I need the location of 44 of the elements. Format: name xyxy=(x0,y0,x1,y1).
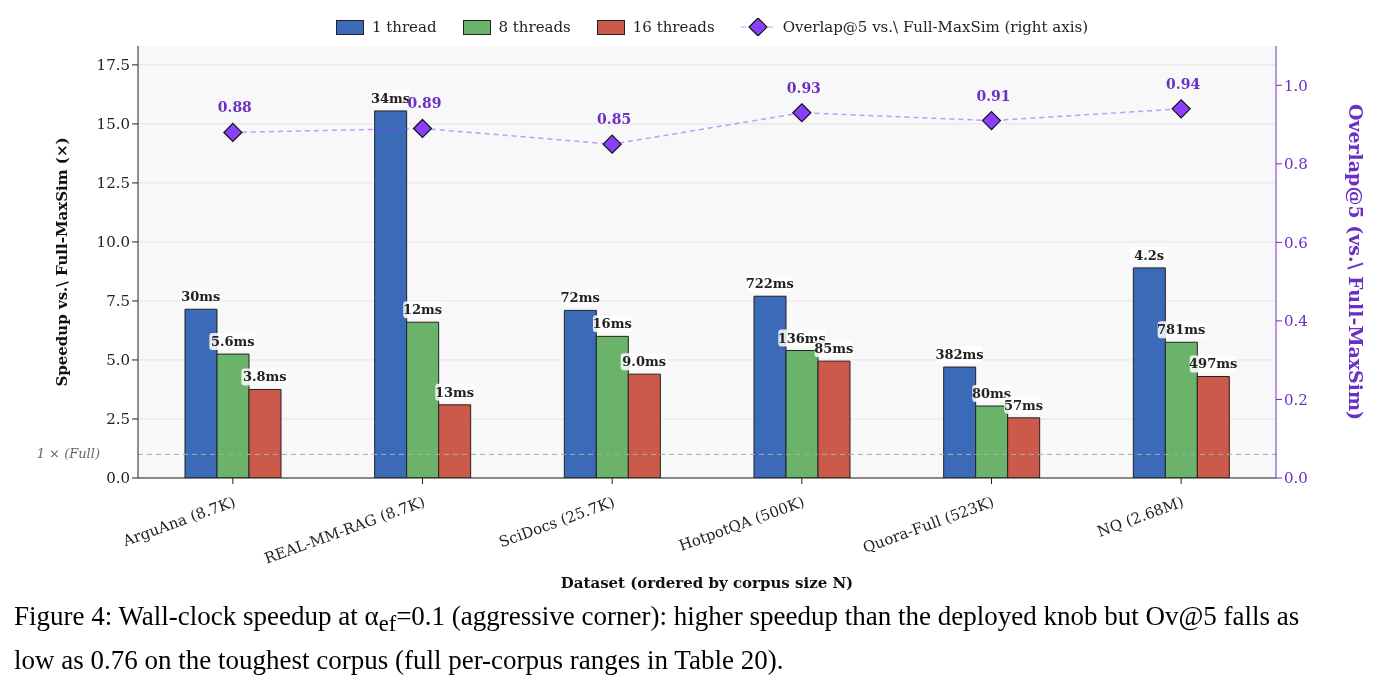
x-axis-title: Dataset (ordered by corpus size N) xyxy=(560,574,854,592)
y-tick-label: 2.5 xyxy=(106,410,130,429)
data-label: 0.91 xyxy=(976,87,1011,104)
y2-tick-label: 1.0 xyxy=(1284,76,1308,95)
y-tick-label: 15.0 xyxy=(96,115,130,134)
legend-label: Overlap@5 vs.\ Full-MaxSim (right axis) xyxy=(782,18,1089,36)
legend-label: 16 threads xyxy=(632,18,715,36)
y-tick-label: 12.5 xyxy=(96,174,130,193)
y-axis-title: Speedup vs.\ Full-MaxSim (×) xyxy=(53,137,72,387)
annotation: 722ms xyxy=(745,276,794,292)
ref-line-label: 1 × (Full) xyxy=(36,446,100,462)
annotation: 85ms xyxy=(814,341,854,357)
annotation: 9.0ms xyxy=(622,354,667,370)
data-label: 0.93 xyxy=(786,79,821,96)
annotation: 30ms xyxy=(181,289,221,305)
annotation: 72ms xyxy=(560,290,600,306)
annotation: 3.8ms xyxy=(242,369,287,385)
y-tick-label: 10.0 xyxy=(96,233,130,252)
annotation: 13ms xyxy=(434,384,475,400)
data-label: 0.85 xyxy=(597,111,632,128)
y-tick-label: 17.5 xyxy=(96,56,130,75)
annotation: 497ms xyxy=(1189,356,1238,372)
annotation: 5.6ms xyxy=(210,334,255,350)
y2-tick-label: 0.0 xyxy=(1284,469,1308,488)
annotation: 57ms xyxy=(1003,397,1044,413)
legend-label: 1 thread xyxy=(371,18,437,36)
y2-tick-label: 0.4 xyxy=(1284,312,1308,331)
y-tick-label: 0.0 xyxy=(106,469,130,488)
data-label: 0.88 xyxy=(217,99,252,116)
data-label: 0.94 xyxy=(1166,75,1201,92)
legend-label: 8 threads xyxy=(498,18,571,36)
caption: Figure 4: Wall-clock speedup at α$_{ef}$=0.1 (aggressive corner): higher speedup than the deployed knob but Ov@5 falls as low as 0.76 on the toughest corpus (full per-corpus ranges in Table 20). xyxy=(13,600,1301,678)
y2-axis-title: Overlap@5 (vs.\ Full-MaxSim) xyxy=(1345,103,1368,421)
annotation: 16ms xyxy=(592,316,632,332)
y2-tick-label: 0.6 xyxy=(1284,233,1308,252)
y2-tick-label: 0.8 xyxy=(1284,155,1308,174)
annotation: 12ms xyxy=(402,302,443,318)
annotation: 382ms xyxy=(935,347,984,363)
annotation: 781ms xyxy=(1157,322,1206,338)
annotation: 4.2s xyxy=(1134,247,1165,263)
y-tick-label: 7.5 xyxy=(106,292,130,311)
annotation: 80ms xyxy=(971,386,1012,401)
y-tick-label: 5.0 xyxy=(106,351,130,370)
y2-tick-label: 0.2 xyxy=(1284,390,1308,409)
